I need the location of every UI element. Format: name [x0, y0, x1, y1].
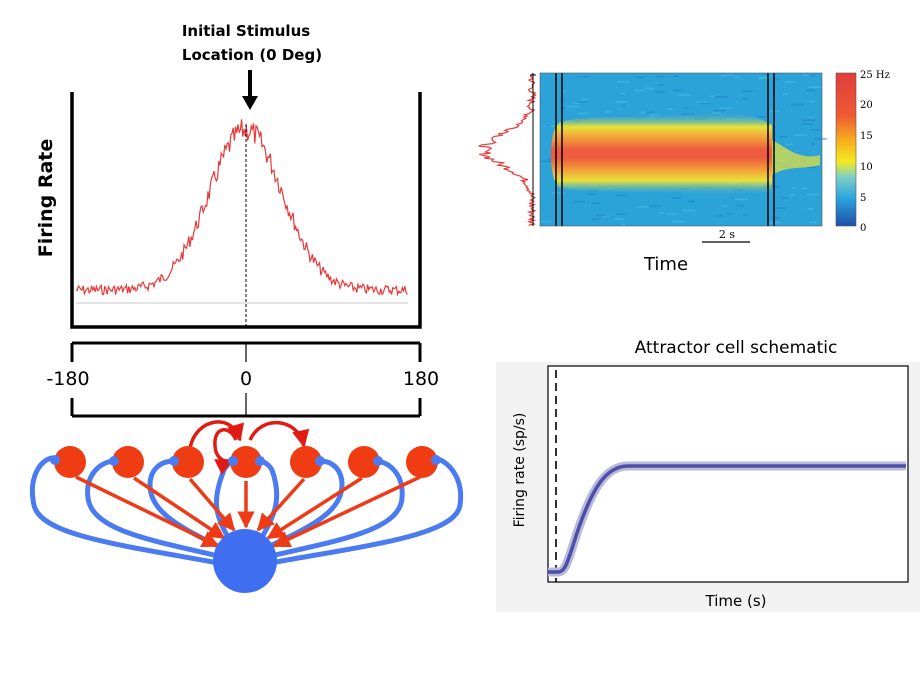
- excitatory-cell: [112, 446, 144, 478]
- recurrent-excitation: [188, 420, 310, 475]
- tick-label-neg180: -180: [46, 368, 89, 390]
- scale-bar: 2 s: [702, 228, 750, 243]
- colorbar-tick: 15: [860, 131, 873, 142]
- stimulus-label-line2: Location (0 Deg): [182, 46, 322, 64]
- scale-bar-label: 2 s: [719, 228, 735, 241]
- colorbar-tick: 20: [860, 100, 873, 111]
- tuning-curve-panel: Initial Stimulus Location (0 Deg) Firing…: [35, 22, 439, 418]
- tuning-curve-trace: [75, 119, 408, 297]
- activity-heatmap: [539, 72, 828, 227]
- attractor-schematic-panel: Attractor cell schematic Time (s) Firing…: [496, 338, 920, 612]
- excitatory-cell: [172, 446, 204, 478]
- excitatory-cell: [54, 446, 86, 478]
- activity-bump: [551, 111, 772, 196]
- excitatory-cell: [290, 446, 322, 478]
- attractor-response-line: [548, 464, 906, 574]
- colorbar-tick: 10: [860, 162, 873, 173]
- inhibitory-synapses: [50, 455, 441, 466]
- colorbar-tick: 0: [860, 223, 866, 234]
- colorbar-tick: 25 Hz: [860, 70, 890, 81]
- tuning-profile-trace: [478, 73, 538, 226]
- inhibitory-cell: [213, 529, 277, 593]
- heatmap-xlabel: Time: [643, 254, 688, 275]
- ring-network-diagram: [30, 420, 464, 593]
- excitatory-cell: [230, 446, 262, 478]
- excitatory-projections: [75, 475, 421, 548]
- tick-label-180: 180: [403, 368, 439, 390]
- stimulus-arrow: [242, 70, 258, 110]
- schematic-title: Attractor cell schematic: [635, 338, 838, 358]
- colorbar-tick: 5: [860, 193, 866, 204]
- firing-rate-ylabel: Firing Rate: [35, 139, 57, 258]
- excitatory-cells: [54, 446, 438, 478]
- stimulus-label-line1: Initial Stimulus: [182, 22, 310, 40]
- excitatory-cell: [406, 446, 438, 478]
- excitatory-cell: [348, 446, 380, 478]
- heatmap-panel: 2 s Time 25 Hz 20 15 10 5 0: [478, 70, 890, 275]
- schematic-ylabel: Firing rate (sp/s): [512, 413, 528, 528]
- colorbar: 25 Hz 20 15 10 5 0: [835, 70, 890, 234]
- tick-label-0: 0: [240, 368, 252, 390]
- schematic-xlabel: Time (s): [705, 592, 767, 610]
- angle-axis: -180 0 180: [46, 341, 439, 418]
